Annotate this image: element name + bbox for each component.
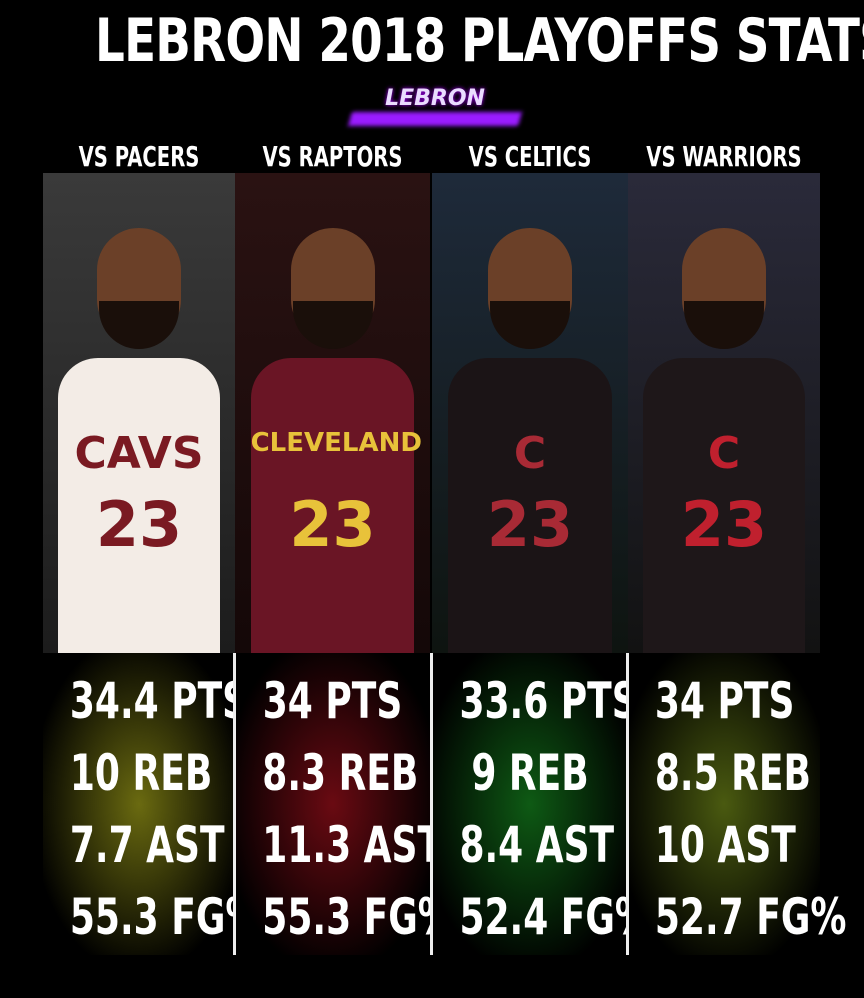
stat-line: 34.4 PTS — [69, 672, 249, 730]
stat-line: 8.5 REB — [654, 744, 811, 802]
stat-line: 55.3 FG% — [69, 888, 262, 946]
jersey-number: 23 — [95, 488, 183, 561]
player-beard — [490, 301, 570, 349]
stat-line: 33.6 PTS — [459, 672, 638, 730]
player-beard — [684, 301, 764, 349]
lebron-logo: LEBRON — [340, 86, 525, 130]
jersey-text: C — [513, 428, 547, 479]
jersey-number: 23 — [680, 488, 768, 561]
stats-panel: 33.6 PTS 9 REB 8.4 AST 52.4 FG% — [432, 653, 652, 955]
stat-line: 8.3 REB — [262, 744, 419, 802]
stat-line: 52.4 FG% — [459, 888, 652, 946]
column-header: VS PACERS — [78, 140, 200, 173]
stat-line: 34 PTS — [654, 672, 795, 730]
player-beard — [99, 301, 179, 349]
column-divider — [430, 653, 433, 955]
stats-panel: 34 PTS 8.5 REB 10 AST 52.7 FG% — [628, 653, 847, 955]
player-photo: CAVS 23 — [43, 173, 235, 653]
stat-line: 10 REB — [69, 744, 213, 802]
stats-panel: 34 PTS 8.3 REB 11.3 AST 55.3 FG% — [235, 653, 454, 955]
column-header: VS WARRIORS — [646, 140, 802, 173]
logo-bar — [348, 112, 522, 126]
player-photo: C 23 — [628, 173, 820, 653]
stats-panel: 34.4 PTS 10 REB 7.7 AST 55.3 FG% — [43, 653, 262, 955]
jersey: CAVS 23 — [58, 358, 220, 653]
stat-line: 11.3 AST — [262, 816, 443, 874]
column-divider — [233, 653, 236, 955]
stat-line: 55.3 FG% — [262, 888, 454, 946]
column-divider — [626, 653, 629, 955]
stat-line: 52.7 FG% — [654, 888, 847, 946]
player-photo: C 23 — [432, 173, 628, 653]
player-beard — [292, 301, 373, 349]
stat-line: 8.4 AST — [459, 816, 615, 874]
jersey: C 23 — [447, 358, 613, 653]
jersey-text: CLEVELAND — [250, 428, 422, 458]
page-title: LEBRON 2018 PLAYOFFS STATS — [95, 6, 864, 76]
stat-line: 7.7 AST — [69, 816, 225, 874]
jersey: CLEVELAND 23 — [250, 358, 422, 653]
jersey-number: 23 — [289, 488, 376, 561]
stat-line: 34 PTS — [262, 672, 403, 730]
logo-text: LEBRON — [385, 86, 485, 111]
jersey-text: CAVS — [74, 428, 204, 479]
jersey-number: 23 — [486, 488, 574, 561]
column-header: VS RAPTORS — [262, 140, 403, 173]
stat-line: 9 REB — [471, 744, 589, 802]
column-header: VS CELTICS — [468, 140, 592, 173]
stat-line: 10 AST — [654, 816, 796, 874]
jersey: C 23 — [643, 358, 805, 653]
player-photo: CLEVELAND 23 — [235, 173, 430, 653]
jersey-text: C — [707, 428, 741, 479]
